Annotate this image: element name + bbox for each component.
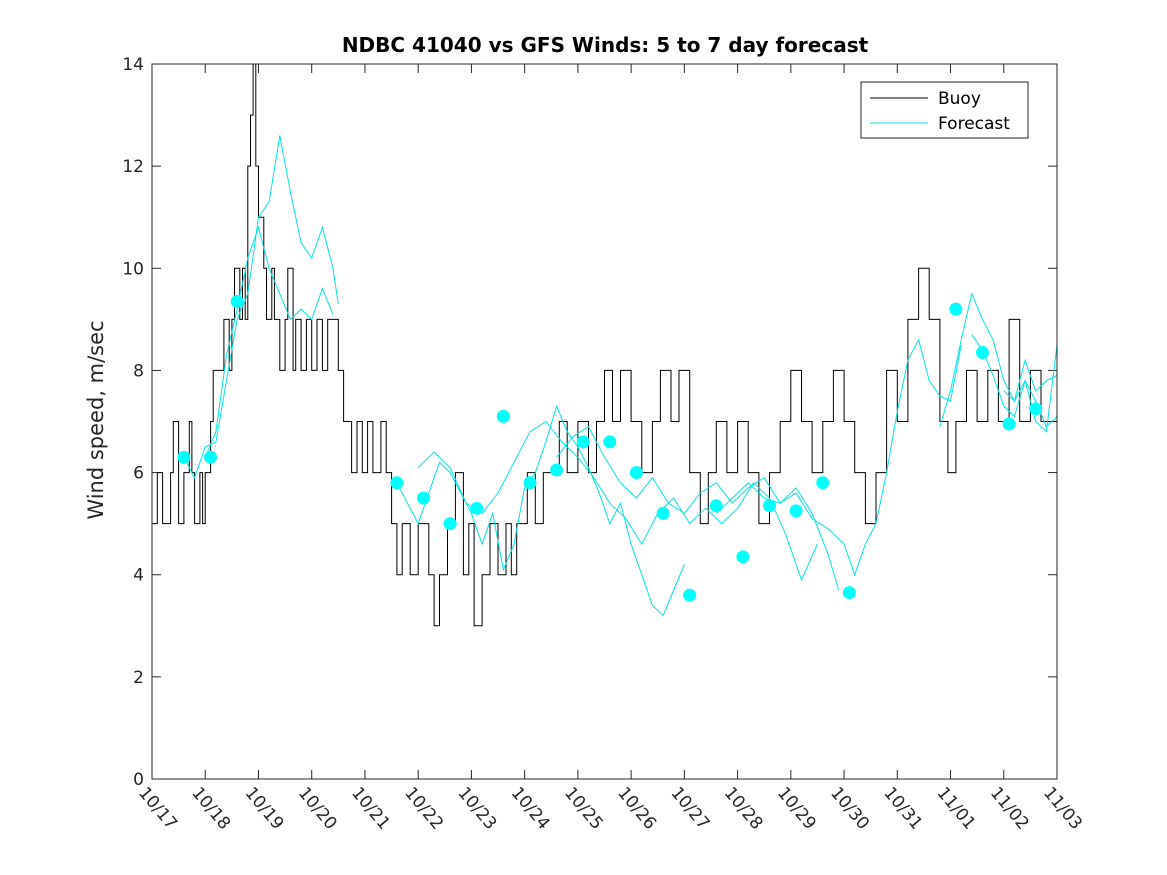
y-tick-label: 10 (122, 259, 144, 279)
forecast-marker-11 (603, 435, 617, 449)
y-tick-label: 8 (133, 361, 144, 381)
x-tick-label: 11/01 (933, 783, 980, 833)
y-tick-label: 6 (133, 464, 144, 484)
buoy-series-line (152, 63, 1057, 627)
forecast-series-line-4 (417, 420, 818, 582)
forecast-marker-5 (443, 517, 457, 531)
forecast-marker-2 (230, 294, 244, 308)
forecast-marker-24 (1029, 402, 1043, 416)
forecast-marker-23 (1002, 417, 1016, 431)
marker-layer (177, 294, 1043, 602)
x-tick-label: 10/30 (826, 783, 873, 833)
x-tick-label: 10/20 (294, 783, 341, 833)
x-tick-label: 10/31 (879, 783, 926, 833)
forecast-marker-1 (204, 450, 218, 464)
forecast-series-line-8 (971, 334, 1058, 433)
y-tick-label: 14 (122, 55, 144, 75)
x-tick-label: 10/23 (454, 783, 501, 833)
forecast-marker-6 (470, 501, 484, 515)
x-tick-label: 11/03 (1039, 783, 1086, 833)
forecast-marker-7 (496, 409, 510, 423)
legend: Buoy Forecast (860, 81, 1029, 139)
forecast-marker-22 (975, 346, 989, 360)
forecast-marker-12 (629, 466, 643, 480)
forecast-marker-19 (816, 476, 830, 490)
y-tick-label: 2 (133, 668, 144, 688)
legend-box (860, 81, 1029, 139)
forecast-series-line-5 (556, 425, 840, 591)
forecast-series-line-3 (396, 404, 685, 617)
forecast-marker-20 (842, 586, 856, 600)
forecast-marker-0 (177, 450, 191, 464)
x-tick-label: 11/02 (986, 783, 1033, 833)
forecast-series-line-7 (939, 292, 1058, 427)
forecast-marker-9 (550, 463, 564, 477)
forecast-marker-15 (709, 499, 723, 513)
forecast-marker-18 (789, 504, 803, 518)
forecast-marker-13 (656, 506, 670, 520)
x-tick-label: 10/25 (560, 783, 607, 833)
x-tick-label: 10/19 (241, 783, 288, 833)
plot-frame (151, 63, 1058, 780)
forecast-series-line-2 (204, 225, 334, 458)
y-tick-label: 0 (133, 770, 144, 790)
x-tick-label: 10/28 (720, 783, 767, 833)
forecast-marker-3 (390, 476, 404, 490)
forecast-series-line-9 (1003, 379, 1058, 428)
forecast-series-line-6 (715, 338, 962, 577)
x-tick-label: 10/21 (347, 783, 394, 833)
x-tick-label: 10/27 (667, 783, 714, 833)
x-tick-label: 10/24 (507, 783, 554, 833)
x-tick-label: 10/26 (613, 783, 660, 833)
y-tick-label: 4 (133, 566, 144, 586)
y-axis-label: Wind speed, m/sec (84, 320, 108, 519)
forecast-marker-21 (949, 302, 963, 316)
x-tick-label: 10/29 (773, 783, 820, 833)
forecast-marker-10 (576, 435, 590, 449)
x-tick-label: 10/22 (400, 783, 447, 833)
forecast-marker-8 (523, 476, 537, 490)
chart-title: NDBC 41040 vs GFS Winds: 5 to 7 day fore… (342, 33, 869, 57)
forecast-marker-16 (736, 550, 750, 564)
forecast-marker-17 (763, 499, 777, 513)
x-tick-label: 10/17 (134, 783, 181, 833)
y-tick-label: 12 (122, 157, 144, 177)
legend-label-forecast: Forecast (938, 114, 1010, 134)
forecast-marker-4 (417, 491, 430, 505)
forecast-marker-14 (683, 588, 697, 602)
series-layer (152, 63, 1058, 627)
legend-label-buoy: Buoy (938, 89, 981, 109)
x-tick-label: 10/18 (187, 783, 234, 833)
